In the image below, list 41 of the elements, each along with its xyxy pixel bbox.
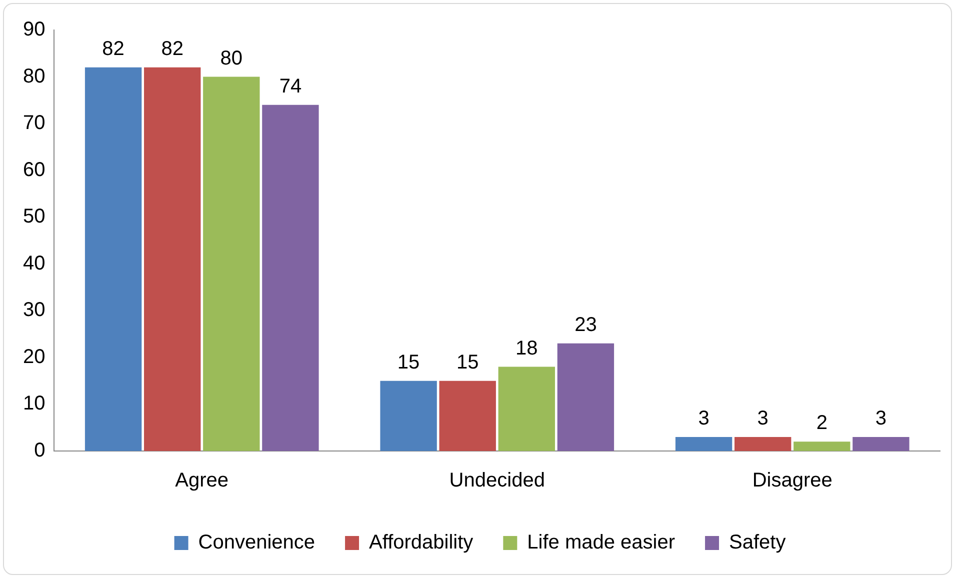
bar	[439, 380, 496, 451]
data-label: 82	[161, 38, 184, 60]
x-tick-label: Agree	[175, 470, 229, 492]
y-tick-label: 70	[22, 112, 46, 134]
bar	[734, 436, 792, 451]
y-tick-label: 0	[34, 440, 46, 462]
bar	[144, 67, 201, 451]
data-label: 3	[875, 407, 887, 430]
bar	[262, 104, 319, 451]
legend-label: Affordability	[369, 532, 474, 554]
y-tick-label: 20	[22, 346, 46, 368]
data-label: 82	[102, 38, 124, 60]
legend-label: Life made easier	[527, 532, 676, 554]
bar	[794, 442, 850, 451]
data-label: 3	[757, 407, 768, 430]
x-tick-label: Disagree	[752, 470, 832, 492]
data-label: 80	[220, 47, 243, 70]
data-label: 3	[698, 407, 710, 430]
bar	[203, 76, 260, 451]
x-tick-label: Undecided	[449, 470, 545, 492]
y-tick-label: 50	[22, 206, 46, 228]
data-label: 18	[516, 337, 538, 360]
data-label: 15	[456, 351, 479, 374]
bar	[852, 436, 910, 451]
y-tick-label: 60	[22, 158, 46, 181]
y-tick-label: 10	[22, 392, 46, 415]
bar	[557, 343, 614, 451]
y-tick-label: 30	[22, 299, 46, 322]
data-label: 23	[574, 314, 597, 336]
legend-label: Convenience	[198, 532, 316, 554]
bar	[498, 366, 555, 451]
data-label: 74	[279, 75, 302, 98]
legend-label: Safety	[729, 532, 786, 554]
y-tick-label: 90	[22, 18, 46, 41]
y-tick-label: 40	[22, 252, 46, 274]
bar	[675, 436, 732, 451]
data-label: 15	[397, 351, 420, 374]
data-label: 2	[816, 412, 828, 434]
bar	[380, 380, 437, 451]
y-tick-label: 80	[22, 65, 46, 88]
bar	[84, 67, 142, 451]
